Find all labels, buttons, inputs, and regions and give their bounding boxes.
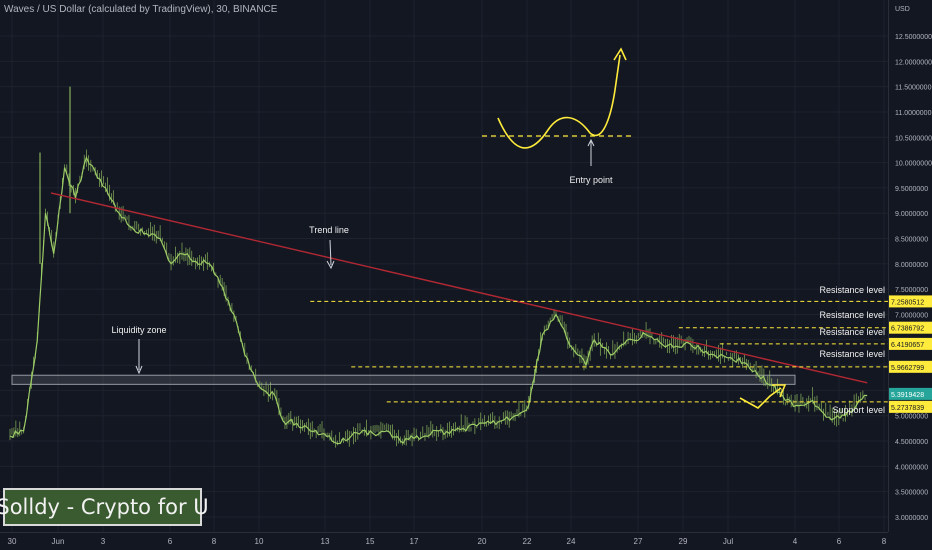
support-label: Support level (832, 405, 885, 415)
entry-curve (497, 54, 621, 149)
y-tick-label: 10.5000000 (895, 135, 932, 142)
y-tick-label: 5.0000000 (895, 414, 928, 421)
price-series (9, 86, 868, 448)
projection-path (739, 387, 782, 409)
y-axis: 12.5000000 12.0000000 11.5000000 11.0000000… (888, 0, 932, 550)
x-tick-label: 17 (410, 537, 419, 546)
entry-point-pointer-head (587, 138, 595, 147)
x-tick-label: 10 (255, 537, 264, 546)
y-tick-label: 4.0000000 (895, 464, 928, 471)
current-price-tag (889, 387, 932, 400)
y-tick-label: 7.0000000 (895, 312, 928, 319)
liquidity-zone-pointer-head (135, 365, 143, 375)
price-tag-text: 6.4190657 (891, 342, 924, 349)
trend-line-pointer-head (326, 260, 335, 270)
x-tick-label: 30 (8, 537, 17, 546)
trend-line-pointer (329, 239, 332, 266)
price-tag (889, 295, 932, 308)
price-tag-text: 6.7386792 (891, 326, 924, 333)
x-tick-label: 8 (212, 537, 217, 546)
price-tag (889, 400, 932, 413)
y-tick-label: 9.0000000 (895, 211, 928, 218)
x-tick-label: 15 (366, 537, 375, 546)
x-tick-label: 24 (567, 537, 576, 546)
chart-grid (0, 0, 888, 532)
x-tick-label: Jun (52, 537, 65, 546)
liquidity-zone (11, 374, 796, 385)
resistance-label: Resistance level (819, 285, 885, 295)
y-tick-label: 7.5000000 (895, 287, 928, 294)
y-tick-label: 12.0000000 (895, 59, 932, 66)
x-tick-label: Jul (723, 537, 733, 546)
y-axis-strip (888, 0, 932, 550)
x-tick-label: 6 (837, 537, 842, 546)
y-axis-currency: USD (895, 6, 910, 13)
y-tick-label: 11.0000000 (895, 110, 932, 117)
trend-line-path (50, 192, 868, 384)
x-tick-label: 13 (321, 537, 330, 546)
liquidity-zone-box (11, 374, 796, 385)
x-tick-label: 3 (101, 537, 106, 546)
resistance-label: Resistance level (819, 310, 885, 320)
entry-curve-arrowhead (613, 47, 627, 61)
y-tick-label: 3.0000000 (895, 515, 928, 522)
y-tick-label: 3.5000000 (895, 490, 928, 497)
y-tick-label: 8.5000000 (895, 237, 928, 244)
y-tick-label: 10.0000000 (895, 161, 932, 168)
y-tick-label: 8.0000000 (895, 262, 928, 269)
y-tick-label: 11.5000000 (895, 85, 932, 92)
resistance-label: Resistance level (819, 349, 885, 359)
current-price-tag-text: 5.3919428 (891, 392, 924, 399)
y-tick-label: 9.5000000 (895, 186, 928, 193)
level-lines (310, 300, 888, 403)
projection-arrowhead (772, 384, 787, 398)
brand-watermark: Solldy - Crypto for U (0, 488, 209, 526)
price-tag (889, 337, 932, 350)
x-tick-label: 20 (478, 537, 487, 546)
price-line (9, 155, 868, 445)
x-tick-label: 27 (634, 537, 643, 546)
price-tag (889, 360, 932, 373)
price-tag (889, 321, 932, 334)
liquidity-zone-label: Liquidity zone (111, 325, 166, 335)
x-tick-label: 29 (679, 537, 688, 546)
x-tick-label: 8 (882, 537, 887, 546)
chart-title: Waves / US Dollar (calculated by Trading… (4, 4, 278, 15)
y-tick-label: 12.5000000 (895, 34, 932, 41)
trend-line-label: Trend line (309, 225, 349, 235)
resistance-label: Resistance level (819, 327, 885, 337)
price-tag-text: 5.2737839 (891, 405, 924, 412)
x-axis: 30 Jun 3 6 8 10 13 15 17 20 22 24 27 29 Jul 4 6 8 (0, 532, 888, 546)
x-tick-label: 4 (793, 537, 798, 546)
trend-line (50, 192, 868, 384)
price-tag-text: 5.9662799 (891, 365, 924, 372)
price-tag-text: 7.2580512 (891, 299, 924, 306)
x-tick-label: 22 (523, 537, 532, 546)
x-tick-label: 6 (168, 537, 173, 546)
y-tick-label: 4.5000000 (895, 439, 928, 446)
annotations: Trend line Liquidity zone Resistance level… (111, 47, 885, 415)
entry-point-label: Entry point (569, 175, 613, 185)
